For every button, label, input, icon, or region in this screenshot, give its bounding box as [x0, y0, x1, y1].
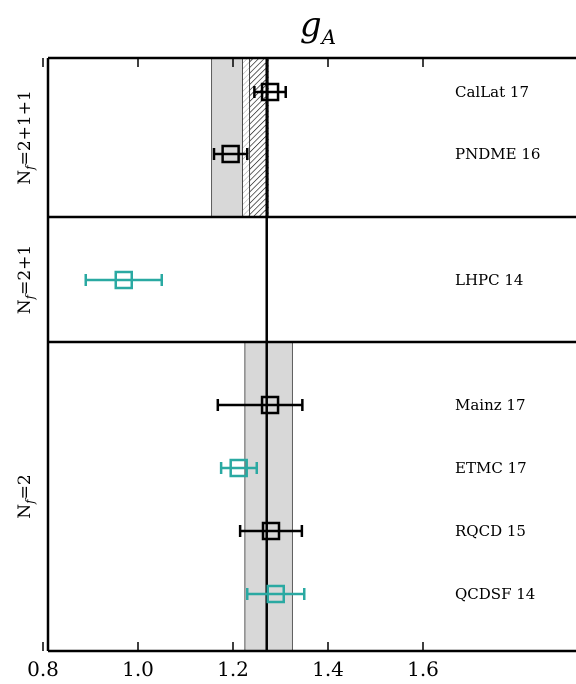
point-label: Mainz 17	[455, 396, 526, 414]
x-tick-label: 1.6	[407, 657, 439, 681]
group-label-sub: f	[23, 292, 37, 300]
title-symbol: g	[300, 5, 322, 45]
data-point-marker	[229, 458, 248, 478]
group-label-main: N	[15, 299, 35, 314]
group-label-sub: f	[23, 163, 37, 171]
data-point-marker	[221, 144, 240, 164]
group-label-rest: =2	[15, 474, 35, 499]
x-tick-label: 0.8	[27, 657, 59, 681]
point-label: RQCD 15	[455, 522, 526, 540]
data-point-marker	[261, 521, 281, 541]
data-point-marker	[266, 584, 285, 604]
x-tick-label: 1.2	[217, 657, 249, 681]
x-tick-label: 1.4	[312, 657, 344, 681]
band-gray	[211, 57, 243, 218]
point-label: LHPC 14	[455, 271, 523, 289]
x-tick-label: 1.0	[122, 657, 154, 681]
group-label-main: N	[15, 504, 35, 519]
band-hatch-light	[242, 57, 251, 218]
chart-title: gA	[300, 5, 336, 49]
data-points	[84, 82, 306, 604]
data-point-marker	[260, 395, 280, 415]
group-label: Nf=2+1+1	[15, 90, 37, 185]
x-axis: 0.8 1.0 1.2 1.4 1.6	[27, 58, 439, 681]
point-labels: CalLat 17 PNDME 16 LHPC 14 Mainz 17 ETMC 17 R…	[455, 83, 540, 603]
point-label: ETMC 17	[455, 459, 527, 477]
point-label: QCDSF 14	[455, 585, 535, 603]
data-point-marker	[260, 82, 280, 102]
group-labels: Nf=2+1+1Nf=2+1Nf=2	[15, 90, 37, 518]
group-label-rest: =2+1	[15, 245, 35, 295]
group-label-sub: f	[23, 497, 37, 505]
plot-frame	[46, 56, 576, 653]
point-label: CalLat 17	[455, 83, 529, 101]
title-subscript: A	[320, 25, 336, 49]
band-gray	[244, 341, 293, 652]
group-label: Nf=2	[15, 474, 37, 518]
group-label-rest: =2+1+1	[15, 90, 35, 165]
point-label: PNDME 16	[455, 145, 540, 163]
group-label-main: N	[15, 170, 35, 185]
data-point-marker	[114, 270, 133, 290]
group-label: Nf=2+1	[15, 245, 37, 314]
chart-title-text: gA	[300, 5, 336, 49]
